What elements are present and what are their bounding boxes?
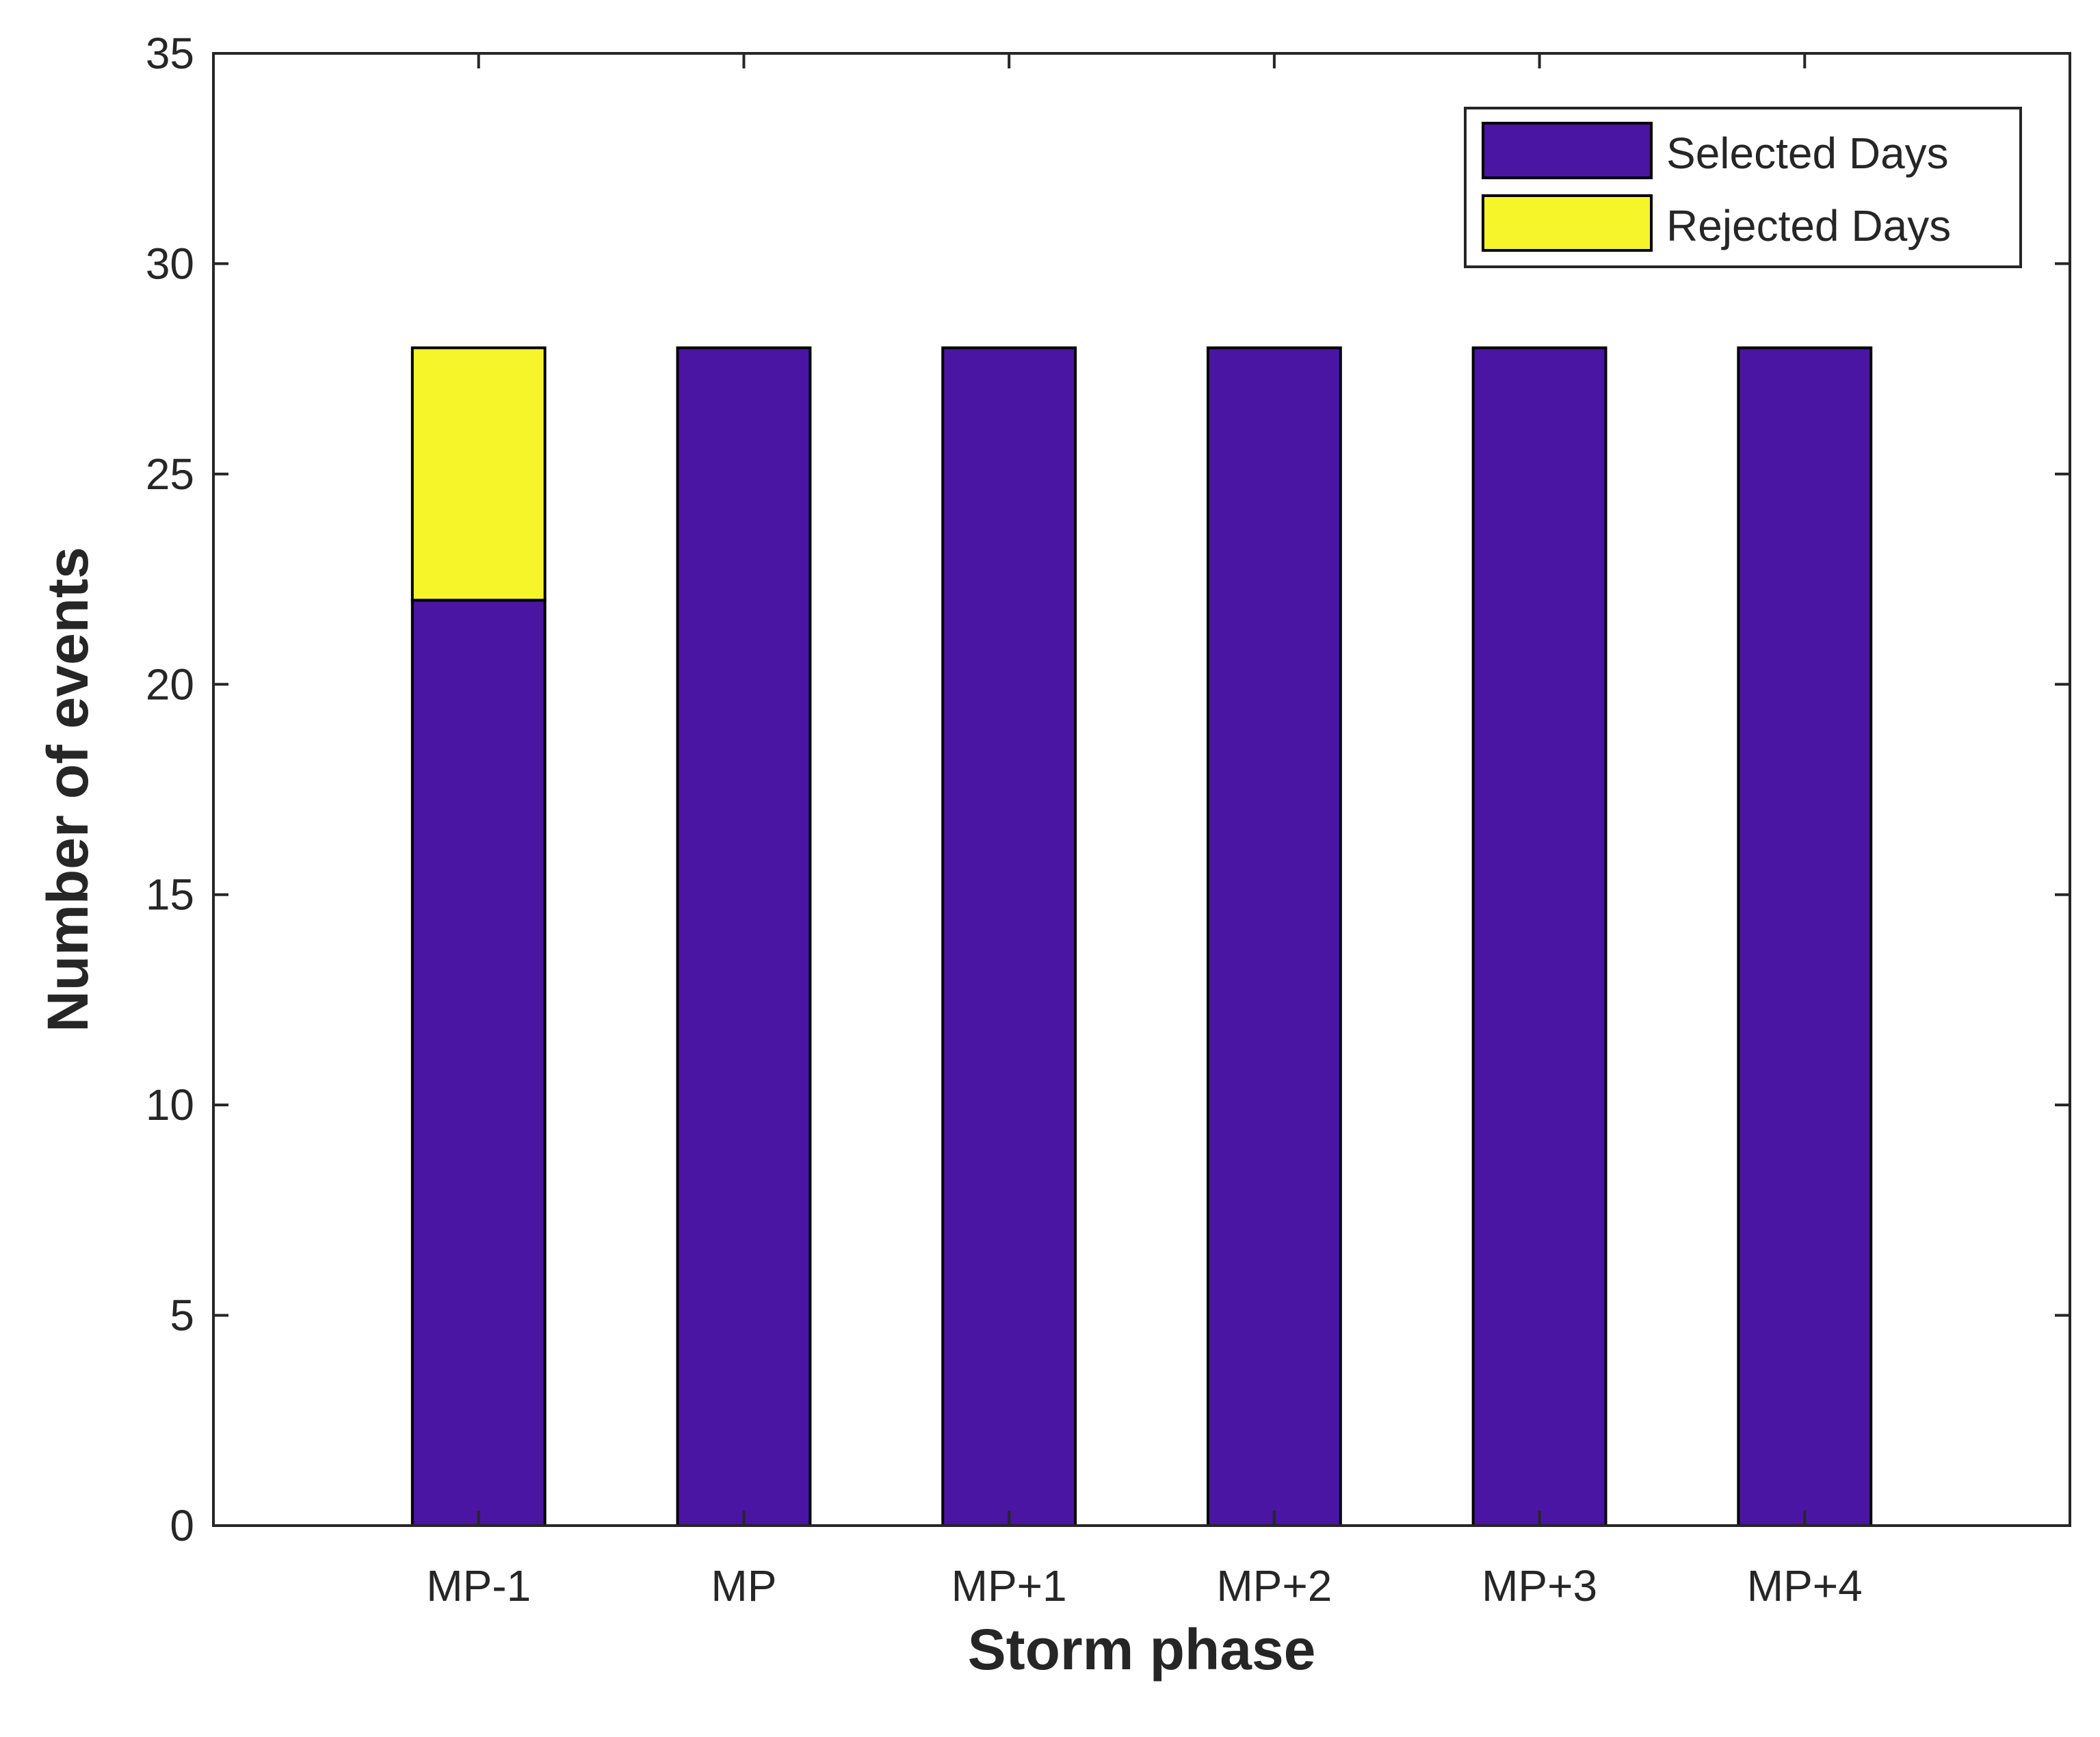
legend: Selected Days Rejected Days (1464, 107, 2022, 268)
x-tick-label: MP (711, 1561, 776, 1610)
legend-swatch-selected-days (1482, 122, 1653, 179)
bar-selected-days-mp (676, 346, 812, 1527)
legend-label-rejected-days: Rejected Days (1666, 201, 1951, 250)
x-tick-label: MP-1 (426, 1561, 531, 1610)
x-axis-title: Storm phase (968, 1617, 1316, 1682)
x-tick-label: MP+1 (951, 1561, 1067, 1610)
x-axis-ticks: MP-1 MP MP+1 MP+2 MP+3 MP+4 (426, 53, 1863, 1610)
plot-frame (212, 52, 2071, 1527)
x-tick-label: MP+4 (1747, 1561, 1863, 1610)
bar-selected-days-mp-3 (1471, 346, 1607, 1527)
y-tick-label: 20 (146, 659, 194, 709)
y-tick-label: 5 (170, 1291, 194, 1340)
y-axis-title: Number of events (36, 547, 100, 1032)
y-tick-label: 0 (170, 1501, 194, 1550)
y-tick-label: 15 (146, 870, 194, 919)
x-tick-label: MP+2 (1216, 1561, 1332, 1610)
bar-selected-days-mp-2 (1206, 346, 1342, 1527)
y-tick-label: 30 (146, 239, 194, 288)
y-tick-label: 35 (146, 29, 194, 78)
legend-swatch-rejected-days (1482, 194, 1653, 252)
y-tick-label: 10 (146, 1080, 194, 1129)
bar-rejected-days-mp-1 (410, 346, 547, 602)
y-tick-label: 25 (146, 449, 194, 499)
x-tick-label: MP+3 (1482, 1561, 1597, 1610)
bar-selected-days-mp-1 (941, 346, 1077, 1527)
legend-label-selected-days: Selected Days (1666, 129, 1949, 178)
y-axis-ticks: 0 5 10 15 20 25 30 35 (146, 29, 2070, 1550)
bar-group (410, 346, 1873, 1527)
bar-selected-days-mp-4 (1737, 346, 1873, 1527)
bar-selected-days-mp-1 (410, 599, 547, 1527)
